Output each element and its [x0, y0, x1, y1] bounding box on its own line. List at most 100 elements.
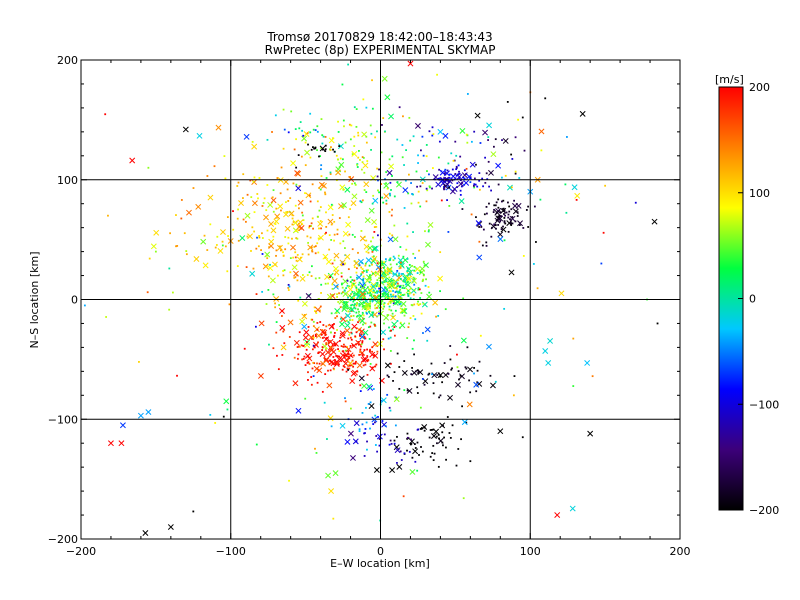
data-point: [364, 292, 366, 295]
data-point: [347, 369, 350, 371]
data-point-x: [142, 530, 149, 536]
data-point: [478, 172, 481, 174]
data-point: [482, 228, 485, 231]
data-point: [443, 188, 445, 191]
data-point: [465, 421, 468, 424]
data-point: [286, 188, 289, 191]
data-point: [310, 225, 313, 227]
data-point: [352, 365, 355, 368]
data-point-x: [363, 181, 370, 188]
data-point-x: [386, 281, 393, 288]
data-point: [458, 177, 461, 180]
data-point-x: [327, 272, 334, 279]
data-point: [390, 283, 392, 286]
data-point-x: [474, 112, 481, 119]
data-point-x: [495, 162, 502, 169]
data-point: [295, 259, 298, 262]
data-point: [423, 429, 426, 432]
data-point: [314, 129, 317, 131]
data-point: [338, 217, 341, 219]
data-point: [403, 389, 406, 392]
data-point: [287, 287, 290, 289]
data-point: [481, 177, 484, 180]
data-point: [473, 183, 476, 186]
data-point: [206, 175, 209, 177]
data-point: [256, 236, 258, 239]
data-point: [232, 210, 234, 213]
data-point-x: [295, 170, 302, 177]
data-point: [448, 205, 451, 207]
data-point: [291, 214, 294, 217]
data-point: [374, 324, 376, 327]
data-point: [360, 343, 363, 346]
data-point: [221, 244, 224, 247]
data-point: [399, 284, 402, 287]
data-point: [357, 134, 360, 137]
data-point-x: [270, 197, 277, 204]
data-point: [399, 264, 402, 267]
data-point: [351, 291, 354, 293]
data-point: [366, 359, 368, 362]
data-point: [381, 196, 384, 199]
data-point: [486, 178, 489, 181]
data-point: [148, 257, 151, 260]
data-point: [457, 370, 460, 373]
data-point: [371, 311, 374, 314]
data-point: [458, 172, 461, 175]
data-point: [363, 189, 366, 191]
data-point: [378, 277, 381, 280]
data-point: [420, 292, 423, 294]
data-point: [302, 134, 305, 137]
data-point: [285, 201, 287, 204]
data-point: [402, 284, 405, 287]
data-point: [328, 362, 331, 365]
data-point: [302, 358, 305, 360]
data-point: [656, 322, 659, 325]
data-point: [383, 281, 386, 284]
data-point-x: [333, 361, 340, 367]
data-point: [390, 295, 393, 298]
data-point: [306, 361, 309, 364]
data-point-x: [401, 370, 408, 376]
data-point-x: [323, 336, 330, 343]
data-point-x: [268, 243, 275, 250]
data-point: [462, 176, 465, 179]
data-point: [388, 406, 391, 409]
data-point-x: [437, 275, 444, 282]
data-point: [385, 202, 388, 205]
data-point: [387, 314, 390, 316]
data-point: [324, 193, 327, 196]
data-point: [392, 284, 395, 287]
data-point: [406, 281, 409, 283]
data-point: [418, 288, 421, 291]
data-point: [446, 199, 448, 202]
data-point: [351, 284, 354, 286]
colorbar-tick-label: 200: [749, 81, 770, 94]
data-point: [357, 343, 360, 346]
data-point: [352, 362, 355, 365]
data-point: [333, 323, 335, 325]
data-point: [356, 370, 359, 373]
data-point: [349, 336, 352, 339]
data-point: [301, 222, 303, 225]
data-point: [226, 270, 229, 273]
data-point: [377, 295, 380, 297]
data-point: [353, 299, 356, 301]
data-point: [493, 145, 495, 148]
data-point: [352, 354, 355, 357]
data-point: [346, 319, 348, 322]
data-point: [388, 289, 391, 292]
data-point: [396, 138, 399, 141]
data-point: [299, 256, 302, 259]
data-point: [368, 310, 370, 313]
data-point: [383, 305, 386, 308]
data-point: [336, 329, 338, 331]
data-point-x: [339, 184, 346, 191]
data-point: [274, 302, 276, 305]
data-point: [320, 292, 322, 294]
data-point: [500, 200, 503, 203]
data-point-x: [497, 428, 504, 435]
data-point: [413, 265, 416, 268]
data-point: [475, 216, 477, 219]
data-point-x: [344, 322, 351, 329]
